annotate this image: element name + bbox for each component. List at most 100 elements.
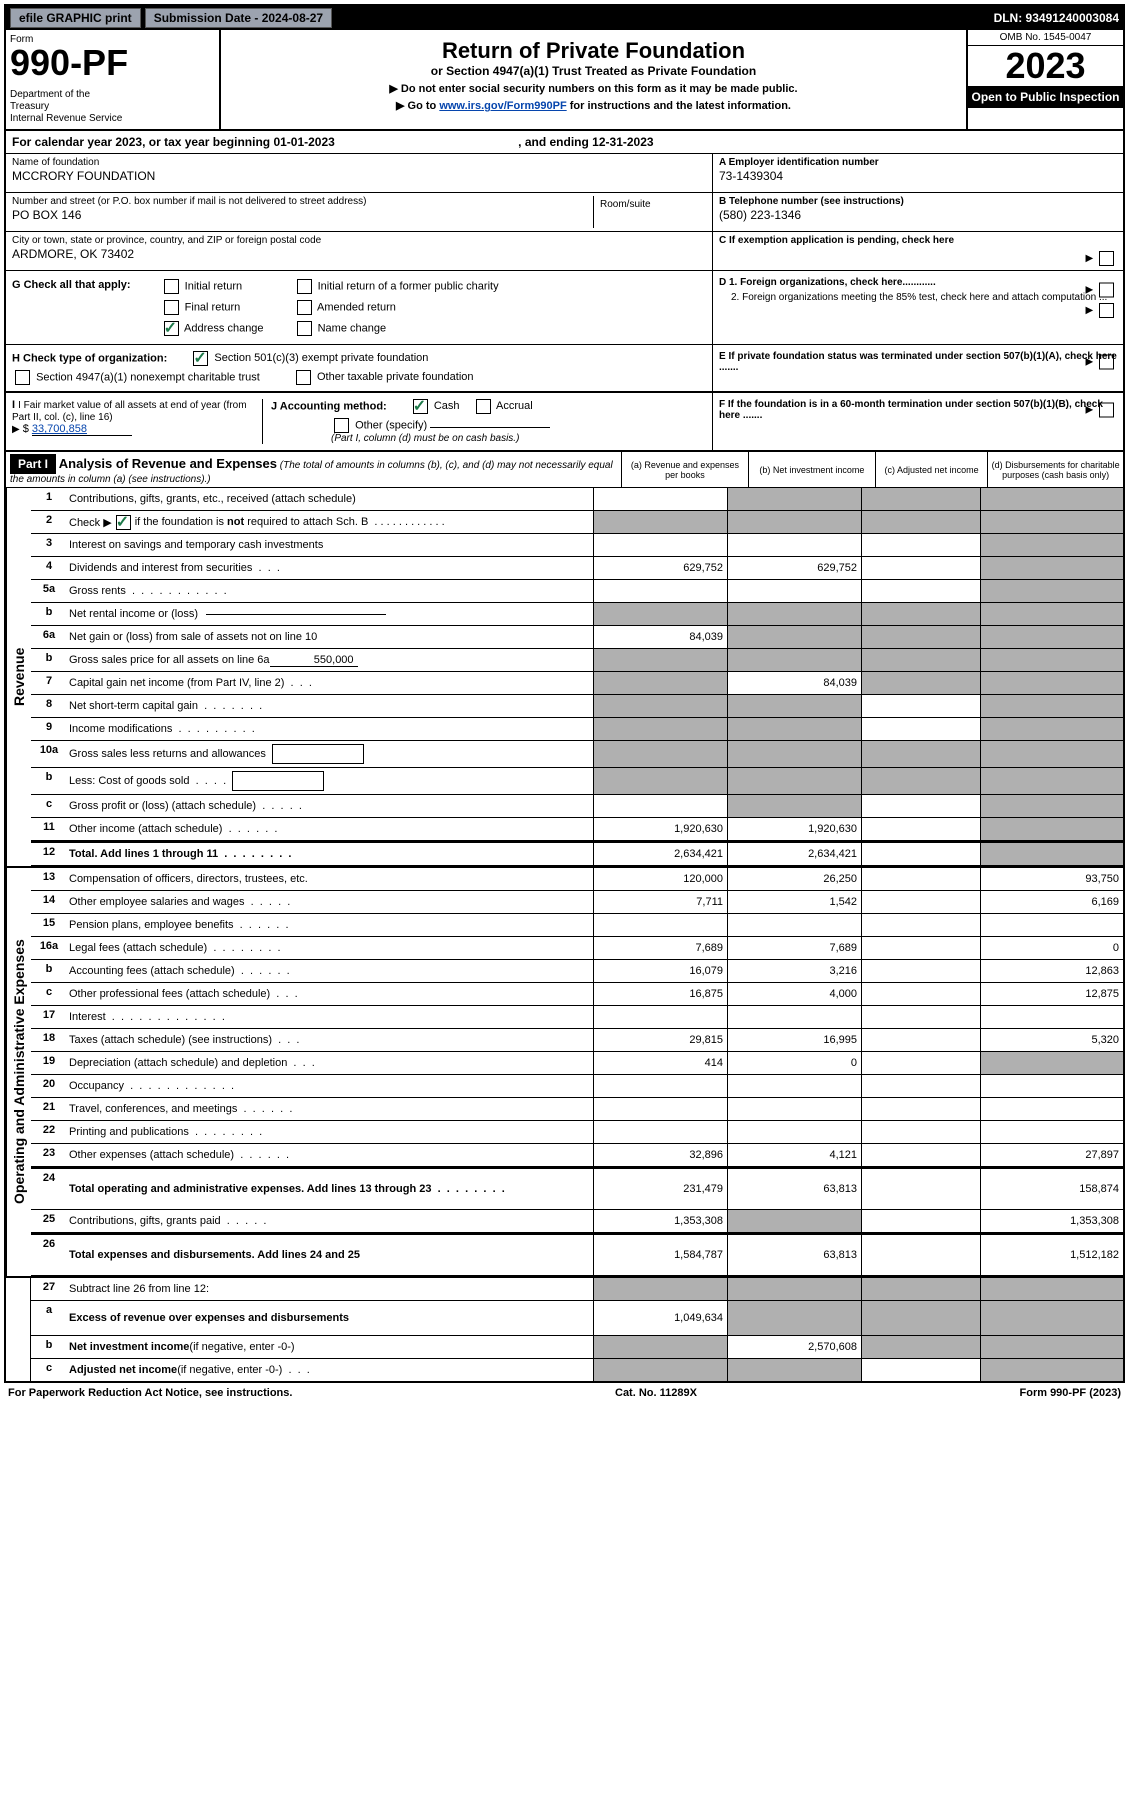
cell-24a: 231,479 [593, 1169, 727, 1209]
address-change-checkbox[interactable] [164, 321, 179, 336]
cell-2c [861, 511, 980, 533]
g-label-col: G Check all that apply: [12, 279, 131, 336]
ein-box: A Employer identification number 73-1439… [713, 154, 1123, 193]
c-checkbox[interactable] [1099, 251, 1114, 266]
cell-3a [593, 534, 727, 556]
h-other-checkbox[interactable] [296, 370, 311, 385]
e-checkbox[interactable] [1099, 355, 1114, 370]
cell-15a [593, 914, 727, 936]
i-j-f-section: I I Fair market value of all assets at e… [6, 392, 1123, 450]
cell-5ad [980, 580, 1123, 602]
final-return-label: Final return [185, 301, 241, 313]
expenses-rows: 13 Compensation of officers, directors, … [31, 868, 1123, 1276]
col-d-header: (d) Disbursements for charitable purpose… [987, 452, 1123, 487]
cell-5bd [980, 603, 1123, 625]
final-return-checkbox[interactable] [164, 300, 179, 315]
r6b-value: 550,000 [270, 654, 358, 667]
cell-6bc [861, 649, 980, 671]
col-a-header: (a) Revenue and expenses per books [621, 452, 748, 487]
ein-value: 73-1439304 [719, 169, 1117, 183]
efile-print-button[interactable]: efile GRAPHIC print [10, 8, 141, 28]
form-990pf: efile GRAPHIC print Submission Date - 20… [4, 4, 1125, 1383]
cell-10cc [861, 795, 980, 817]
cell-16ca: 16,875 [593, 983, 727, 1005]
c-label: C If exemption application is pending, c… [719, 235, 954, 246]
i-value[interactable]: 33,700,858 [32, 423, 132, 436]
cell-27cc [861, 1359, 980, 1381]
cell-16cb: 4,000 [727, 983, 861, 1005]
form-header: Form 990-PF Department of theTreasuryInt… [6, 30, 1123, 131]
d1-checkbox[interactable] [1099, 283, 1114, 298]
row-18: 18 Taxes (attach schedule) (see instruct… [31, 1029, 1123, 1052]
line-desc: Gross profit or (loss) (attach schedule)… [67, 795, 593, 817]
cell-19b: 0 [727, 1052, 861, 1074]
j-accrual-checkbox[interactable] [476, 399, 491, 414]
h-4947-checkbox[interactable] [15, 370, 30, 385]
form-subtitle: or Section 4947(a)(1) Trust Treated as P… [225, 64, 962, 78]
line-desc: Less: Cost of goods sold . . . . [67, 768, 593, 794]
cell-27ad [980, 1301, 1123, 1335]
line-num: 10a [31, 741, 67, 767]
h-501c3-checkbox[interactable] [193, 351, 208, 366]
cell-12c [861, 843, 980, 865]
g-label: G Check all that apply: [12, 279, 131, 291]
line-num: 20 [31, 1075, 67, 1097]
initial-former-checkbox[interactable] [297, 279, 312, 294]
cell-5ba [593, 603, 727, 625]
g-col2: Initial return of a former public charit… [294, 279, 499, 336]
row-22: 22 Printing and publications . . . . . .… [31, 1121, 1123, 1144]
room-box: Room/suite [594, 196, 706, 228]
cell-17a [593, 1006, 727, 1028]
cell-16cd: 12,875 [980, 983, 1123, 1005]
cell-20b [727, 1075, 861, 1097]
initial-return-checkbox[interactable] [164, 279, 179, 294]
cell-3b [727, 534, 861, 556]
line-desc: Interest on savings and temporary cash i… [67, 534, 593, 556]
line-desc: Gross rents . . . . . . . . . . . [67, 580, 593, 602]
j-cash-checkbox[interactable] [413, 399, 428, 414]
row-27: 27 Subtract line 26 from line 12: [31, 1278, 1123, 1301]
line-desc: Legal fees (attach schedule) . . . . . .… [67, 937, 593, 959]
d-section: D 1. Foreign organizations, check here..… [712, 271, 1123, 344]
name-change-checkbox[interactable] [297, 321, 312, 336]
cell-25a: 1,353,308 [593, 1210, 727, 1232]
exemption-box: C If exemption application is pending, c… [713, 232, 1123, 270]
amended-return-checkbox[interactable] [297, 300, 312, 315]
line-desc: Net investment income (if negative, ente… [67, 1336, 593, 1358]
d2-checkbox[interactable] [1099, 303, 1114, 318]
line-desc: Pension plans, employee benefits . . . .… [67, 914, 593, 936]
cell-10cd [980, 795, 1123, 817]
cell-6ab [727, 626, 861, 648]
line-desc: Other employee salaries and wages . . . … [67, 891, 593, 913]
form-number: 990-PF [10, 45, 215, 81]
line-num: 26 [31, 1235, 67, 1275]
cell-22c [861, 1121, 980, 1143]
header-left: Form 990-PF Department of theTreasuryInt… [6, 30, 221, 129]
line-num: b [31, 603, 67, 625]
foundation-name: MCCRORY FOUNDATION [12, 169, 706, 183]
j-other-checkbox[interactable] [334, 418, 349, 433]
line-desc: Total operating and administrative expen… [67, 1169, 593, 1209]
line-desc: Interest . . . . . . . . . . . . . [67, 1006, 593, 1028]
line-desc: Contributions, gifts, grants paid . . . … [67, 1210, 593, 1232]
cell-26a: 1,584,787 [593, 1235, 727, 1275]
f-checkbox[interactable] [1099, 403, 1114, 418]
line-num: b [31, 768, 67, 794]
cell-9c [861, 718, 980, 740]
sch-b-checkbox[interactable] [116, 515, 131, 530]
row-6b: b Gross sales price for all assets on li… [31, 649, 1123, 672]
irs-link[interactable]: www.irs.gov/Form990PF [439, 100, 566, 112]
row-12: 12 Total. Add lines 1 through 11 . . . .… [31, 841, 1123, 866]
line-num: 25 [31, 1210, 67, 1232]
h-opt1-label: Section 501(c)(3) exempt private foundat… [214, 352, 428, 364]
cell-10ad [980, 741, 1123, 767]
line-num: c [31, 1359, 67, 1381]
cell-10cb [727, 795, 861, 817]
line-desc: Net gain or (loss) from sale of assets n… [67, 626, 593, 648]
h-opt3-label: Other taxable private foundation [317, 371, 474, 383]
cell-21d [980, 1098, 1123, 1120]
cell-6ad [980, 626, 1123, 648]
line-desc: Compensation of officers, directors, tru… [67, 868, 593, 890]
cell-10ca [593, 795, 727, 817]
cell-12a: 2,634,421 [593, 843, 727, 865]
